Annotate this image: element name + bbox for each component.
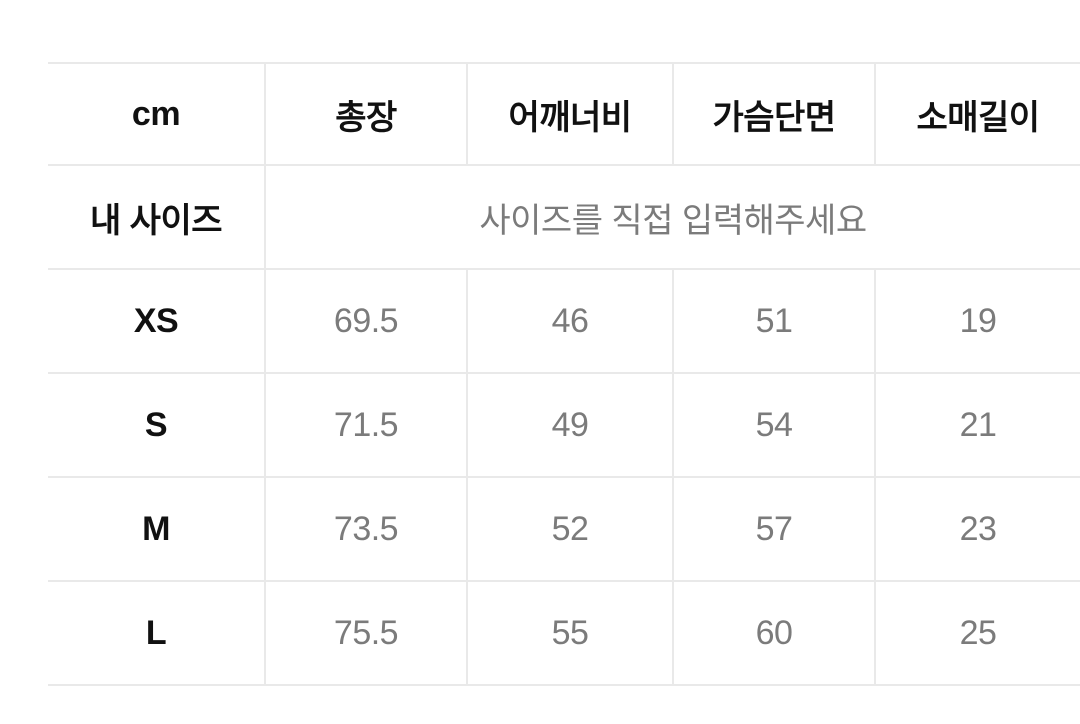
- value-xs-total-length: 69.5: [264, 270, 466, 372]
- size-label-m: M: [142, 509, 170, 548]
- table-row-m: M 73.5 52 57 23: [48, 478, 1080, 582]
- value-l-total-length: 75.5: [264, 582, 466, 684]
- my-size-input[interactable]: 사이즈를 직접 입력해주세요: [264, 166, 1080, 268]
- table-row-s: S 71.5 49 54 21: [48, 374, 1080, 478]
- value-xs-shoulder-width: 46: [466, 270, 672, 372]
- size-chart-table: cm 총장 어깨너비 가슴단면 소매길이 내 사이즈 사이즈를 직접 입력해주세…: [48, 62, 1080, 686]
- my-size-label: 내 사이즈: [89, 201, 223, 240]
- value-s-sleeve-length: 21: [874, 374, 1080, 476]
- value-s-total-length: 71.5: [264, 374, 466, 476]
- size-chart-header-row: cm 총장 어깨너비 가슴단면 소매길이: [48, 64, 1080, 166]
- header-cell-chest-width: 가슴단면: [672, 64, 874, 164]
- value-m-sleeve-length: 23: [874, 478, 1080, 580]
- value-m-total-length: 73.5: [264, 478, 466, 580]
- value-m-chest-width: 57: [672, 478, 874, 580]
- header-cell-unit: cm: [131, 94, 181, 133]
- table-row-xs: XS 69.5 46 51 19: [48, 270, 1080, 374]
- size-label-xs: XS: [133, 301, 179, 340]
- value-l-sleeve-length: 25: [874, 582, 1080, 684]
- value-xs-sleeve-length: 19: [874, 270, 1080, 372]
- value-s-shoulder-width: 49: [466, 374, 672, 476]
- header-cell-shoulder-width: 어깨너비: [466, 64, 672, 164]
- size-label-l: L: [145, 613, 167, 652]
- value-l-shoulder-width: 55: [466, 582, 672, 684]
- table-row-l: L 75.5 55 60 25: [48, 582, 1080, 686]
- value-m-shoulder-width: 52: [466, 478, 672, 580]
- value-l-chest-width: 60: [672, 582, 874, 684]
- value-xs-chest-width: 51: [672, 270, 874, 372]
- value-s-chest-width: 54: [672, 374, 874, 476]
- header-cell-total-length: 총장: [264, 64, 466, 164]
- my-size-row: 내 사이즈 사이즈를 직접 입력해주세요: [48, 166, 1080, 270]
- size-label-s: S: [144, 405, 168, 444]
- header-cell-sleeve-length: 소매길이: [874, 64, 1080, 164]
